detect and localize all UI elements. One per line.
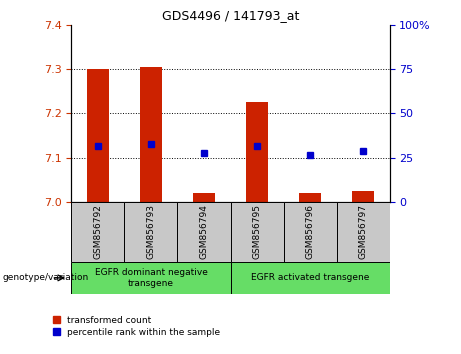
Bar [284, 202, 337, 262]
Text: genotype/variation: genotype/variation [2, 273, 89, 282]
Bar [230, 262, 390, 294]
Text: EGFR activated transgene: EGFR activated transgene [251, 273, 369, 282]
Bar [177, 202, 230, 262]
Text: GSM856796: GSM856796 [306, 204, 314, 259]
Bar [124, 202, 177, 262]
Bar [299, 193, 320, 202]
Text: GSM856792: GSM856792 [94, 204, 102, 259]
Legend: transformed count, percentile rank within the sample: transformed count, percentile rank withi… [53, 316, 220, 337]
Bar [337, 202, 390, 262]
Text: GSM856797: GSM856797 [359, 204, 367, 259]
Bar [71, 202, 124, 262]
Text: GSM856795: GSM856795 [253, 204, 261, 259]
Bar [140, 67, 161, 202]
Bar [352, 191, 373, 202]
Title: GDS4496 / 141793_at: GDS4496 / 141793_at [162, 9, 299, 22]
Bar [230, 202, 284, 262]
Text: GSM856793: GSM856793 [147, 204, 155, 259]
Text: GSM856794: GSM856794 [200, 204, 208, 259]
Bar [71, 262, 230, 294]
Bar [87, 69, 108, 202]
Text: EGFR dominant negative
transgene: EGFR dominant negative transgene [95, 268, 207, 287]
Bar [246, 102, 267, 202]
Bar [193, 193, 214, 202]
